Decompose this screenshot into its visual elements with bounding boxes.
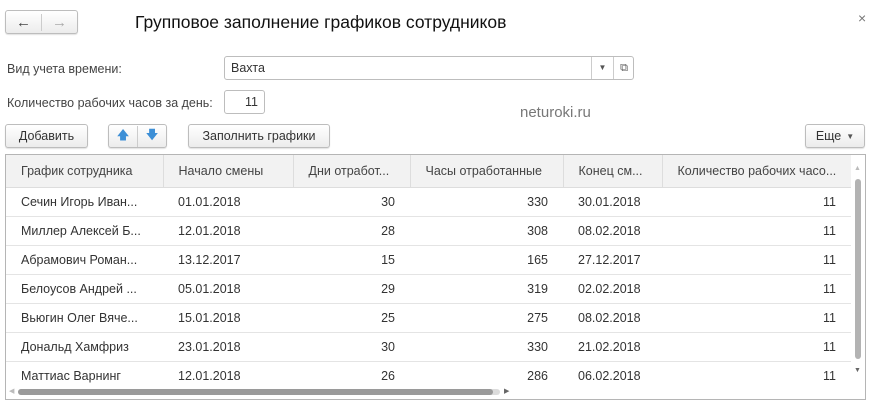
table-row[interactable]: Дональд Хамфриз 23.01.2018 30 330 21.02.2018… [6, 332, 851, 362]
vertical-scroll-thumb[interactable] [855, 179, 861, 359]
cell-hours[interactable]: 330 [410, 187, 563, 217]
hours-label: Количество рабочих часов за день: [7, 96, 213, 110]
horizontal-scrollbar[interactable]: ◀ ▶ [6, 385, 865, 399]
time-type-label: Вид учета времени: [7, 62, 122, 76]
scroll-down-icon[interactable]: ▼ [854, 367, 861, 374]
col-hours[interactable]: Часы отработанные [410, 155, 564, 188]
hours-input[interactable]: 11 [224, 90, 265, 114]
watermark: neturoki.ru [520, 104, 591, 121]
cell-end[interactable]: 02.02.2018 [563, 274, 662, 304]
scroll-left-icon[interactable]: ◀ [9, 388, 15, 395]
cell-end[interactable]: 21.02.2018 [563, 332, 662, 362]
table-row[interactable]: Сечин Игорь Иван... 01.01.2018 30 330 30.01.… [6, 187, 851, 217]
horizontal-scroll-thumb[interactable] [18, 389, 493, 395]
vertical-scrollbar[interactable]: ▲ ▼ [851, 155, 865, 385]
col-schedule[interactable]: График сотрудника [6, 155, 164, 188]
more-label: Еще [815, 129, 842, 143]
cell-days[interactable]: 15 [293, 245, 410, 275]
cell-schedule[interactable]: Сечин Игорь Иван... [6, 187, 163, 217]
cell-start[interactable]: 01.01.2018 [163, 187, 293, 217]
cell-end[interactable]: 08.02.2018 [563, 216, 662, 246]
col-end[interactable]: Конец см... [563, 155, 663, 188]
cell-daily-hours[interactable]: 11 [662, 274, 851, 304]
cell-start[interactable]: 13.12.2017 [163, 245, 293, 275]
cell-hours[interactable]: 308 [410, 216, 563, 246]
cell-days[interactable]: 30 [293, 332, 410, 362]
move-down-icon[interactable]: 🡇 [145, 127, 159, 142]
scroll-up-icon[interactable]: ▲ [854, 165, 861, 172]
cell-hours[interactable]: 275 [410, 303, 563, 333]
cell-schedule[interactable]: Абрамович Роман... [6, 245, 163, 275]
cell-start[interactable]: 23.01.2018 [163, 332, 293, 362]
employees-table: График сотрудника Начало смены Дни отраб… [5, 154, 866, 400]
table-row[interactable]: Абрамович Роман... 13.12.2017 15 165 27.12.2… [6, 245, 851, 275]
cell-schedule[interactable]: Миллер Алексей Б... [6, 216, 163, 246]
fill-schedules-button[interactable]: Заполнить графики [188, 124, 330, 148]
cell-schedule[interactable]: Белоусов Андрей ... [6, 274, 163, 304]
more-button[interactable]: Еще ▼ [805, 124, 865, 148]
cell-schedule[interactable]: Дональд Хамфриз [6, 332, 163, 362]
cell-end[interactable]: 08.02.2018 [563, 303, 662, 333]
chevron-down-icon: ▼ [846, 131, 855, 141]
time-type-field[interactable]: Вахта ▼ ⧉ [224, 56, 634, 80]
cell-daily-hours[interactable]: 11 [662, 303, 851, 333]
cell-days[interactable]: 30 [293, 187, 410, 217]
page-title: Групповое заполнение графиков сотруднико… [135, 12, 507, 32]
cell-start[interactable]: 05.01.2018 [163, 274, 293, 304]
table-row[interactable]: Вьюгин Олег Вяче... 15.01.2018 25 275 08.02.… [6, 303, 851, 333]
close-icon[interactable]: × [858, 10, 867, 26]
cell-start[interactable]: 12.01.2018 [163, 216, 293, 246]
time-type-value: Вахта [231, 61, 265, 75]
table-header: График сотрудника Начало смены Дни отраб… [6, 155, 852, 188]
nav-buttons: ← → [5, 10, 78, 34]
col-start[interactable]: Начало смены [163, 155, 294, 188]
cell-days[interactable]: 29 [293, 274, 410, 304]
scroll-right-icon[interactable]: ▶ [504, 388, 510, 395]
move-buttons: 🡅 🡇 [108, 124, 167, 148]
cell-daily-hours[interactable]: 11 [662, 245, 851, 275]
forward-button[interactable]: → [52, 13, 67, 31]
cell-days[interactable]: 25 [293, 303, 410, 333]
cell-hours[interactable]: 319 [410, 274, 563, 304]
table-row[interactable]: Миллер Алексей Б... 12.01.2018 28 308 08.02.… [6, 216, 851, 246]
dropdown-icon[interactable]: ▼ [591, 57, 613, 79]
cell-days[interactable]: 28 [293, 216, 410, 246]
open-icon[interactable]: ⧉ [613, 57, 634, 79]
col-daily-hours[interactable]: Количество рабочих часо... [662, 155, 852, 188]
cell-hours[interactable]: 330 [410, 332, 563, 362]
cell-daily-hours[interactable]: 11 [662, 332, 851, 362]
cell-hours[interactable]: 165 [410, 245, 563, 275]
cell-schedule[interactable]: Вьюгин Олег Вяче... [6, 303, 163, 333]
add-button[interactable]: Добавить [5, 124, 88, 148]
cell-end[interactable]: 30.01.2018 [563, 187, 662, 217]
cell-daily-hours[interactable]: 11 [662, 187, 851, 217]
cell-daily-hours[interactable]: 11 [662, 216, 851, 246]
cell-end[interactable]: 27.12.2017 [563, 245, 662, 275]
move-up-icon[interactable]: 🡅 [109, 125, 138, 147]
col-days[interactable]: Дни отработ... [293, 155, 411, 188]
cell-start[interactable]: 15.01.2018 [163, 303, 293, 333]
table-row[interactable]: Белоусов Андрей ... 05.01.2018 29 319 02.02.… [6, 274, 851, 304]
back-button[interactable]: ← [6, 13, 42, 31]
